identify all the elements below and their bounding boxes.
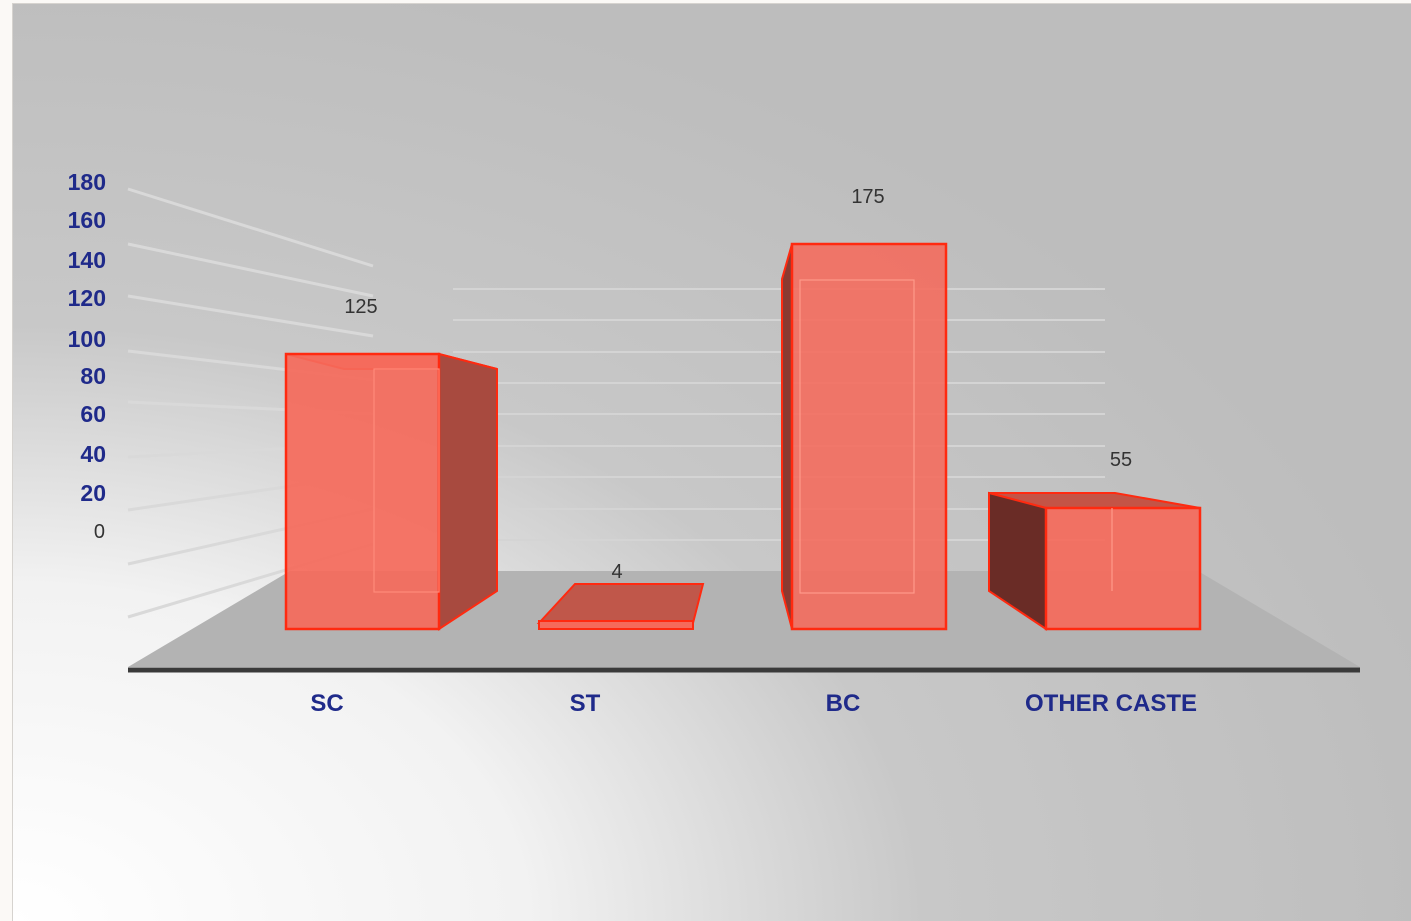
chart-panel: 0 20 40 60 80 100 120 140 160 180 SC ST BC OTHER CAS…	[12, 3, 1411, 921]
bar-st	[536, 583, 705, 630]
y-tick-label: 40	[80, 441, 106, 467]
x-tick-label: BC	[826, 690, 861, 717]
y-tick-label: 100	[68, 326, 106, 352]
data-labels: 125 4 175 55	[344, 186, 1132, 583]
x-tick-label: ST	[570, 690, 601, 717]
bar-inner-edge	[373, 368, 440, 593]
grid-line-left	[127, 242, 374, 298]
bar-side-face	[438, 352, 498, 631]
bar-front-face	[284, 352, 441, 631]
bars	[284, 242, 1202, 631]
y-tick-label: 0	[94, 521, 105, 543]
grid-line-left	[127, 294, 374, 338]
y-tick-label: 140	[68, 247, 106, 273]
y-tick-label: 80	[80, 363, 106, 389]
x-tick-label: OTHER CASTE	[1025, 690, 1197, 717]
bar-inner-edge	[799, 279, 915, 594]
data-label: 55	[1110, 449, 1132, 471]
bar-front-face	[790, 242, 948, 631]
chart-background	[13, 4, 1411, 921]
bar-front-face	[1044, 506, 1202, 631]
bar-sc	[284, 352, 498, 631]
grid-line-left	[127, 187, 374, 268]
bar-bc	[781, 242, 948, 631]
y-tick-label: 60	[80, 401, 106, 427]
bar-front-face	[538, 620, 694, 630]
y-tick-label: 20	[80, 480, 106, 506]
bar-side-face	[781, 243, 793, 630]
data-label: 125	[344, 296, 377, 318]
bar-chart: 0 20 40 60 80 100 120 140 160 180 SC ST BC OTHER CAS…	[13, 4, 1411, 921]
y-tick-label: 180	[68, 169, 106, 195]
y-tick-label: 120	[68, 285, 106, 311]
y-tick-label: 160	[68, 207, 106, 233]
y-axis-ticks: 0 20 40 60 80 100 120 140 160 180	[68, 169, 106, 543]
x-axis-labels: SC ST BC OTHER CASTE	[310, 690, 1197, 717]
bar-other-caste	[988, 491, 1202, 631]
data-label: 175	[851, 186, 884, 208]
grid-lines	[127, 187, 1105, 619]
data-label: 4	[611, 561, 622, 583]
x-tick-label: SC	[310, 690, 343, 717]
